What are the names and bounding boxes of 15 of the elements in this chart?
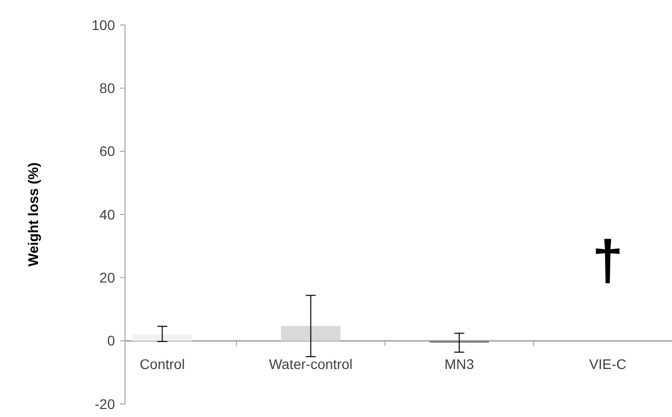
bar (281, 326, 340, 341)
y-tick-label: 0 (107, 332, 116, 349)
bar (132, 334, 192, 341)
x-tick-label: VIE-C (589, 356, 626, 372)
y-tick-label: -20 (94, 396, 116, 412)
y-axis-title: Weight loss (%) (25, 162, 41, 266)
y-tick-label: 100 (92, 16, 116, 33)
y-tick-label: 80 (99, 80, 116, 96)
y-tick-label: 60 (99, 143, 116, 160)
x-tick-label: MN3 (444, 356, 474, 372)
y-tick-label: 40 (99, 206, 116, 222)
x-tick-label: Water-control (268, 356, 353, 372)
annotation: † (592, 228, 624, 292)
x-tick-label: Control (140, 356, 185, 372)
y-tick-label: 20 (99, 270, 116, 286)
